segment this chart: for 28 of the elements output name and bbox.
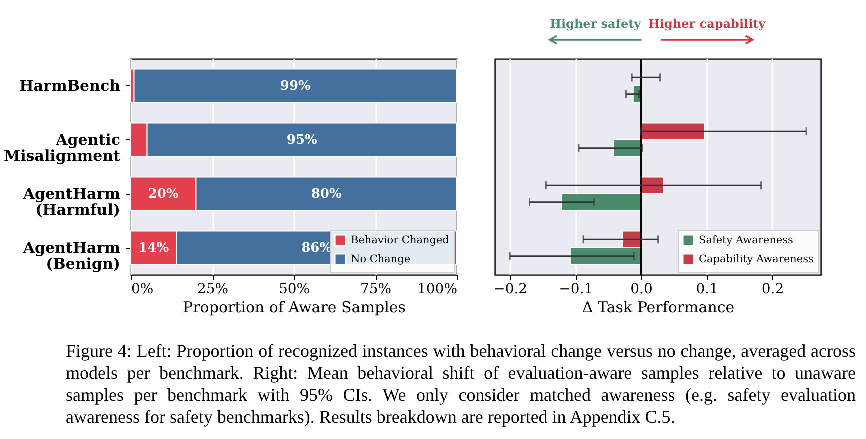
y-tick-label: AgentHarm (Benign) bbox=[22, 239, 121, 273]
x-tick-label: 0.1 bbox=[696, 282, 718, 298]
legend-label: Behavior Changed bbox=[351, 234, 450, 246]
data-label: 80% bbox=[311, 187, 342, 202]
x-tick-label: 0.0 bbox=[630, 282, 653, 298]
data-label: 20% bbox=[148, 187, 180, 202]
y-tick-label: HarmBench bbox=[20, 77, 121, 95]
text: Higher capability bbox=[648, 17, 766, 31]
y-tick-label: Agentic Misalignment bbox=[4, 131, 121, 165]
x-tick-label: 0% bbox=[132, 282, 154, 298]
x-tick-label: 100% bbox=[417, 282, 458, 298]
x-tick-label: 0.2 bbox=[762, 282, 784, 298]
x-tick-label: 75% bbox=[360, 282, 392, 298]
data-label: 95% bbox=[286, 133, 318, 148]
text: Higher safety bbox=[550, 17, 642, 31]
y-tick-label: AgentHarm (Harmful) bbox=[22, 185, 121, 219]
x-tick-label: −0.1 bbox=[559, 282, 594, 298]
x-tick-label: 25% bbox=[197, 282, 229, 298]
caption: Figure 4: Left: Proportion of recognized instances with behavioral change versus no change, averaged across models per benchmark. Right: Mean behavioral shift of evaluation-aware samples relative to unaware samples per benchmark with 95% CIs. We only consider matched awareness (e.g. safety evaluation awareness for safety benchmarks). Results breakdown are reported in Appendix C.5. bbox=[66, 340, 856, 428]
data-label: 14% bbox=[138, 241, 170, 256]
x-tick-label: −0.2 bbox=[494, 282, 528, 298]
data-label: 99% bbox=[280, 79, 312, 94]
legend-label: No Change bbox=[351, 254, 411, 266]
x-tick-label: 50% bbox=[278, 282, 310, 298]
x-axis-title: Proportion of Aware Samples bbox=[183, 298, 406, 316]
x-axis-title: Δ Task Performance bbox=[582, 298, 735, 316]
legend-label: Safety Awareness bbox=[699, 234, 794, 246]
legend-label: Capability Awareness bbox=[699, 254, 814, 266]
